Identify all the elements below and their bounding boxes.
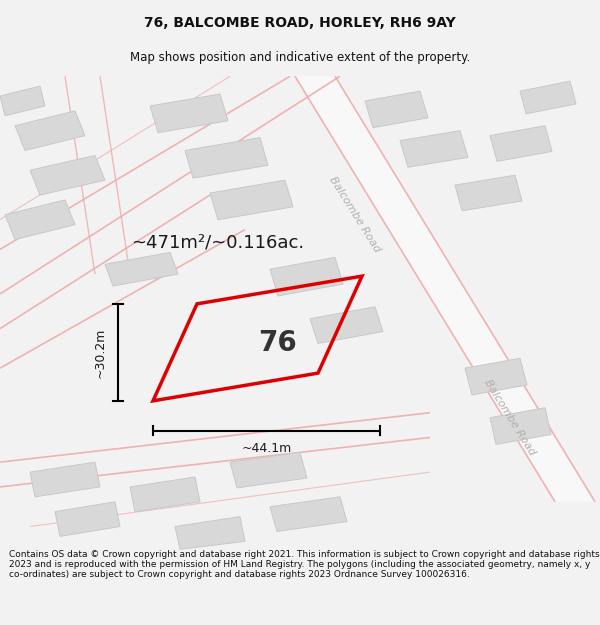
Polygon shape [55, 502, 120, 536]
Polygon shape [30, 156, 105, 195]
Text: ~30.2m: ~30.2m [94, 327, 107, 378]
Polygon shape [230, 452, 307, 488]
Polygon shape [310, 307, 383, 344]
Polygon shape [5, 200, 75, 239]
Polygon shape [130, 477, 200, 512]
Polygon shape [365, 91, 428, 128]
Polygon shape [105, 253, 178, 286]
Polygon shape [270, 258, 343, 296]
Text: ~471m²/~0.116ac.: ~471m²/~0.116ac. [131, 234, 305, 251]
Polygon shape [295, 76, 595, 502]
Text: Map shows position and indicative extent of the property.: Map shows position and indicative extent… [130, 51, 470, 64]
Text: Balcombe Road: Balcombe Road [328, 175, 382, 254]
Polygon shape [150, 94, 228, 132]
Polygon shape [490, 408, 551, 444]
Text: ~44.1m: ~44.1m [241, 442, 292, 455]
Polygon shape [465, 358, 527, 395]
Polygon shape [15, 111, 85, 151]
Polygon shape [400, 131, 468, 168]
Text: 76: 76 [258, 329, 297, 357]
Polygon shape [185, 138, 268, 178]
Text: 76, BALCOMBE ROAD, HORLEY, RH6 9AY: 76, BALCOMBE ROAD, HORLEY, RH6 9AY [144, 16, 456, 30]
Polygon shape [455, 175, 522, 211]
Polygon shape [210, 180, 293, 220]
Polygon shape [490, 126, 552, 161]
Text: Contains OS data © Crown copyright and database right 2021. This information is : Contains OS data © Crown copyright and d… [9, 549, 599, 579]
Polygon shape [270, 497, 347, 531]
Polygon shape [520, 81, 576, 114]
Text: Balcombe Road: Balcombe Road [482, 378, 538, 458]
Polygon shape [175, 517, 245, 549]
Polygon shape [30, 462, 100, 497]
Polygon shape [0, 86, 45, 116]
